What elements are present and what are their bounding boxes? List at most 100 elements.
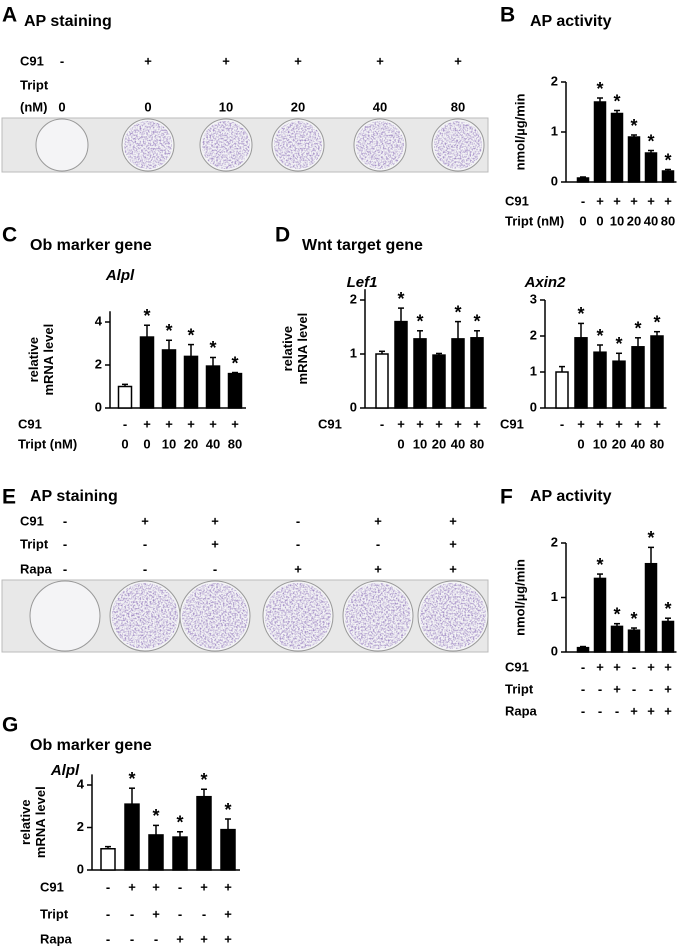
condition-value: + [664,681,672,696]
significance-mark: * [596,326,603,346]
condition-value: + [209,416,217,431]
y-tick-label: 0 [551,173,558,188]
condition-value: 40 [451,436,465,451]
condition-value: + [664,193,672,208]
significance-mark: * [664,150,671,170]
bar [593,577,607,653]
condition-value: 80 [650,436,664,451]
significance-mark: * [397,289,404,309]
bar [470,337,484,409]
row-label: Rapa [40,931,73,946]
y-tick-label: 1 [350,345,357,360]
y-tick-label: 3 [530,291,537,306]
significance-mark: * [596,555,603,575]
condition-value: 20 [432,436,446,451]
bar [574,337,588,409]
condition-value: + [596,659,604,674]
significance-mark: * [473,312,480,332]
condition-value: 80 [228,436,242,451]
significance-mark: * [128,769,135,789]
condition-value: 20 [291,99,305,114]
condition-value: + [152,906,160,921]
condition-value: + [128,879,136,894]
condition-value: - [560,416,564,431]
condition-value: + [211,536,219,551]
row-label: C91 [18,416,42,431]
y-tick-label: 2 [551,73,558,88]
stain [182,583,248,649]
y-axis-label: nmol/µg/min [512,94,527,171]
condition-value: + [653,416,661,431]
condition-value: 20 [627,213,641,228]
condition-value: - [63,513,67,528]
y-tick-label: 0 [551,643,558,658]
condition-value: - [581,193,585,208]
condition-value: - [130,931,134,946]
y-axis-label: relative [280,326,295,372]
y-tick-label: 0 [77,861,84,876]
condition-value: + [200,879,208,894]
condition-value: 0 [397,436,404,451]
condition-value: + [630,193,638,208]
condition-value: 0 [143,436,150,451]
significance-mark: * [664,599,671,619]
condition-value: 10 [413,436,427,451]
bar [117,385,133,409]
condition-value: + [630,703,638,718]
bar [610,112,624,183]
condition-value: 80 [470,436,484,451]
significance-mark: * [187,325,194,345]
stain [124,121,172,169]
condition-value: + [141,513,149,528]
condition-value: + [449,513,457,528]
condition-value: 40 [373,99,387,114]
bar [196,795,212,871]
stain [202,121,250,169]
y-tick-label: 1 [551,123,558,138]
bar [644,562,658,653]
condition-value: + [224,906,232,921]
y-tick-label: 0 [350,399,357,414]
condition-value: + [176,931,184,946]
condition-value: + [615,416,623,431]
y-tick-label: 4 [77,776,85,791]
significance-mark: * [231,353,238,373]
bar [576,646,590,653]
condition-value: 0 [121,436,128,451]
condition-value: 0 [577,436,584,451]
y-axis-label: nmol/µg/min [512,559,527,636]
condition-value: 20 [184,436,198,451]
panel-title: AP staining [30,488,118,505]
condition-value: + [200,931,208,946]
bar [650,335,664,409]
condition-value: - [598,703,602,718]
y-tick-label: 0 [95,399,102,414]
condition-value: 10 [610,213,624,228]
well [29,580,101,652]
condition-value: + [613,681,621,696]
condition-value: - [649,681,653,696]
well [35,118,89,172]
row-label: Tript [20,77,49,92]
significance-mark: * [634,319,641,339]
condition-value: 20 [612,436,626,451]
condition-value: 0 [144,99,151,114]
condition-value: + [647,659,655,674]
condition-value: + [294,561,302,576]
stain [420,583,486,649]
significance-mark: * [613,91,620,111]
condition-value: - [376,536,380,551]
condition-value: - [106,931,110,946]
condition-value: - [130,906,134,921]
condition-value: + [143,416,151,431]
condition-value: + [376,53,384,68]
stain [434,121,482,169]
row-label: C91 [505,193,529,208]
panel-letter: B [500,4,515,27]
condition-value: - [63,536,67,551]
bar [627,629,641,653]
condition-value: + [152,879,160,894]
stain [265,583,331,649]
stain [356,121,404,169]
gene-name: Alpl [50,762,80,779]
